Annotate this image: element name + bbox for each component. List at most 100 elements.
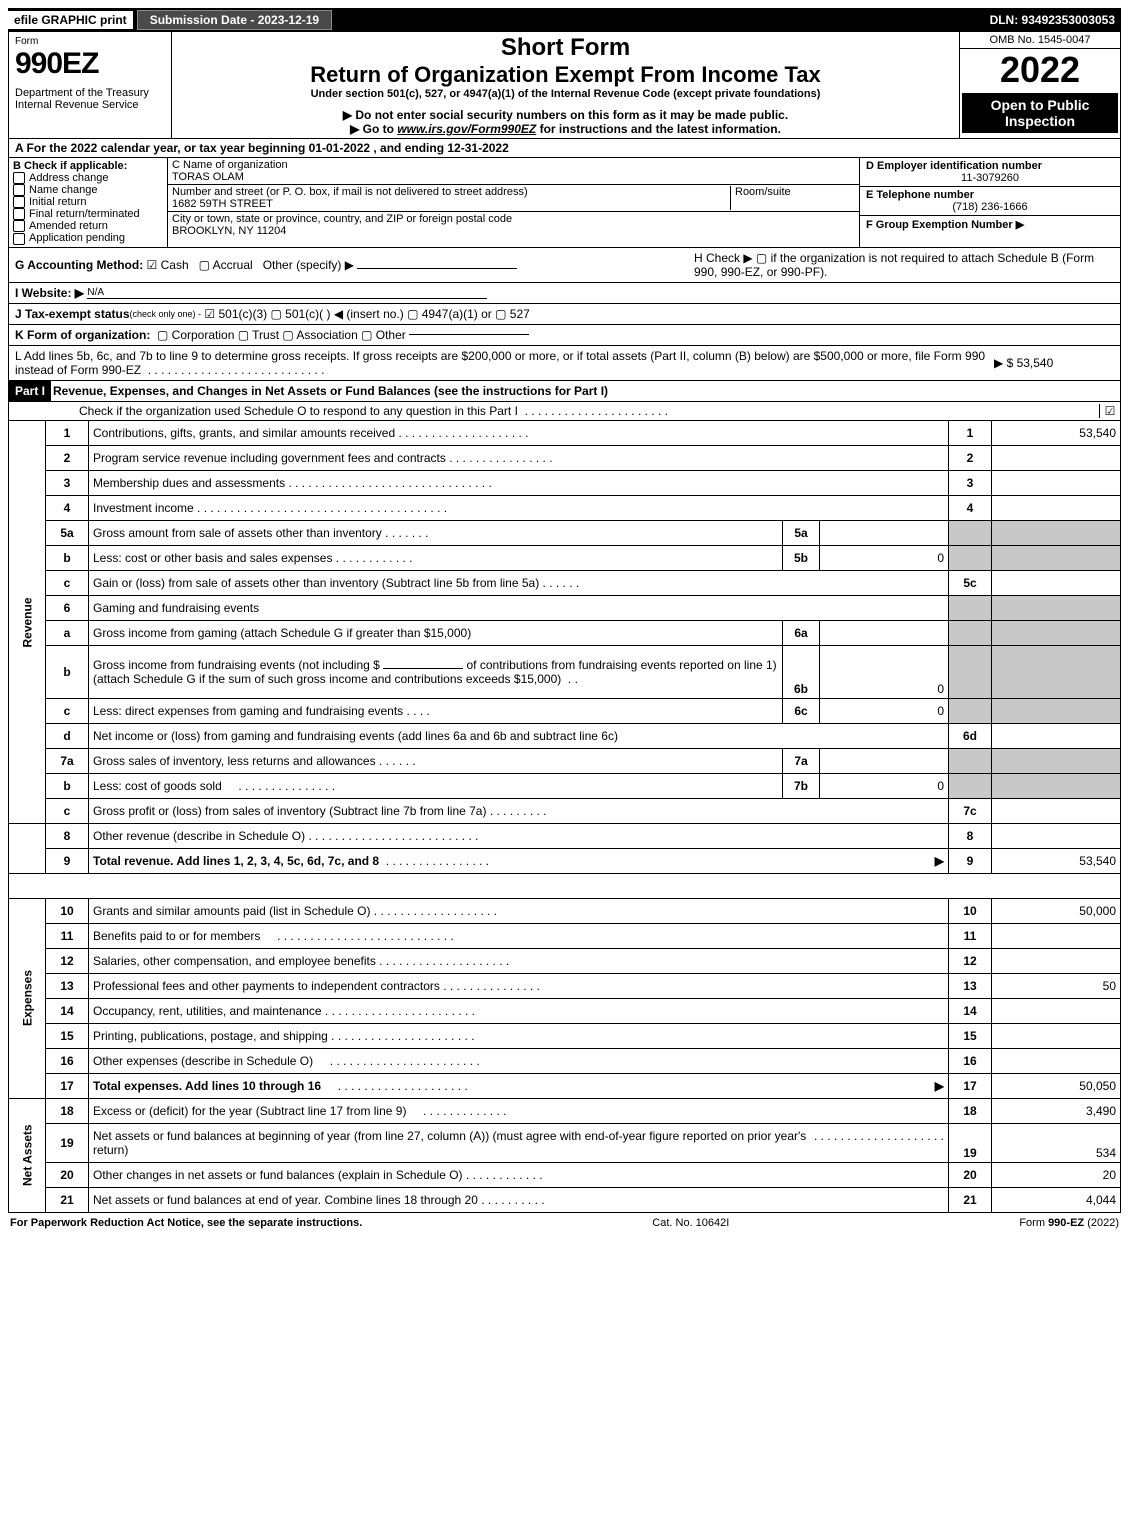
cb-address[interactable]: Address change	[13, 172, 163, 184]
amt-19: 534	[992, 1123, 1121, 1162]
lnr-6-grey	[949, 595, 992, 620]
h-text[interactable]: H Check ▶ ▢ if the organization is not r…	[694, 251, 1094, 279]
desc-11: Benefits paid to or for members	[93, 929, 260, 943]
box-c: C Name of organization TORAS OLAM Number…	[168, 158, 859, 247]
cb-amended[interactable]: Amended return	[13, 220, 163, 232]
lnr-16: 16	[949, 1048, 992, 1073]
cb-pending[interactable]: Application pending	[13, 232, 163, 244]
lnr-12: 12	[949, 948, 992, 973]
line-15: 15 Printing, publications, postage, and …	[9, 1023, 1121, 1048]
line-8: 8 Other revenue (describe in Schedule O)…	[9, 823, 1121, 848]
j-opts[interactable]: ☑ 501(c)(3) ▢ 501(c)( ) ◀ (insert no.) ▢…	[204, 307, 529, 321]
cb-final[interactable]: Final return/terminated	[13, 208, 163, 220]
g-other[interactable]: Other (specify) ▶	[263, 258, 354, 272]
under-section: Under section 501(c), 527, or 4947(a)(1)…	[178, 88, 953, 100]
line-9: 9 Total revenue. Add lines 1, 2, 3, 4, 5…	[9, 848, 1121, 873]
desc-2: Program service revenue including govern…	[93, 451, 446, 465]
subamt-6a	[820, 620, 949, 645]
ln-2: 2	[46, 445, 89, 470]
g-label: G Accounting Method:	[15, 258, 143, 272]
desc-7a: Gross sales of inventory, less returns a…	[93, 754, 376, 768]
ln-14: 14	[46, 998, 89, 1023]
desc-4: Investment income	[93, 501, 194, 515]
dln-label: DLN: 93492353003053	[990, 13, 1121, 27]
g-cash[interactable]: ☑ Cash	[147, 258, 189, 272]
desc-9: Total revenue. Add lines 1, 2, 3, 4, 5c,…	[93, 854, 379, 868]
amt-5c	[992, 570, 1121, 595]
line-6: 6 Gaming and fundraising events	[9, 595, 1121, 620]
ln-6c: c	[46, 698, 89, 723]
subamt-6c: 0	[820, 698, 949, 723]
ln-8: 8	[46, 823, 89, 848]
line-6b: b Gross income from fundraising events (…	[9, 645, 1121, 698]
amt-6d	[992, 723, 1121, 748]
ln-5c: c	[46, 570, 89, 595]
ln-7b: b	[46, 773, 89, 798]
amt-3	[992, 470, 1121, 495]
j-label: J Tax-exempt status	[15, 307, 130, 321]
line-16: 16 Other expenses (describe in Schedule …	[9, 1048, 1121, 1073]
amt-6c-grey	[992, 698, 1121, 723]
part1-checkbox[interactable]: ☑	[1099, 404, 1120, 418]
ln-19: 19	[46, 1123, 89, 1162]
amt-5a-grey	[992, 520, 1121, 545]
row-j: J Tax-exempt status (check only one) - ☑…	[8, 304, 1121, 325]
ln-9: 9	[46, 848, 89, 873]
ln-6: 6	[46, 595, 89, 620]
goto-line: ▶ Go to www.irs.gov/Form990EZ for instru…	[178, 122, 953, 136]
desc-6d: Net income or (loss) from gaming and fun…	[93, 729, 618, 743]
ln-4: 4	[46, 495, 89, 520]
sublnr-7b: 7b	[783, 773, 820, 798]
desc-19: Net assets or fund balances at beginning…	[93, 1129, 811, 1157]
amt-1: 53,540	[992, 421, 1121, 446]
line-4: 4 Investment income . . . . . . . . . . …	[9, 495, 1121, 520]
subamt-6b: 0	[820, 645, 949, 698]
ln-11: 11	[46, 923, 89, 948]
g-accrual[interactable]: ▢ Accrual	[199, 258, 253, 272]
h-box: H Check ▶ ▢ if the organization is not r…	[654, 251, 1114, 279]
lnr-8: 8	[949, 823, 992, 848]
amt-6a-grey	[992, 620, 1121, 645]
desc-5b: Less: cost or other basis and sales expe…	[93, 551, 332, 565]
k-opts[interactable]: ▢ Corporation ▢ Trust ▢ Association ▢ Ot…	[157, 328, 406, 342]
j-small: (check only one) -	[130, 309, 202, 319]
desc-3: Membership dues and assessments	[93, 476, 285, 490]
irs-link[interactable]: www.irs.gov/Form990EZ	[397, 122, 536, 136]
lnr-3: 3	[949, 470, 992, 495]
l-amount: ▶ $ 53,540	[994, 356, 1114, 370]
line-11: 11 Benefits paid to or for members . . .…	[9, 923, 1121, 948]
c-room-label: Room/suite	[730, 186, 855, 210]
return-title: Return of Organization Exempt From Incom…	[178, 62, 953, 88]
lnr-11: 11	[949, 923, 992, 948]
k-label: K Form of organization:	[15, 328, 150, 342]
footer-left: For Paperwork Reduction Act Notice, see …	[10, 1217, 362, 1229]
part1-title: Revenue, Expenses, and Changes in Net As…	[51, 382, 1120, 400]
spacer	[9, 873, 1121, 898]
lnr-6a-grey	[949, 620, 992, 645]
amt-14	[992, 998, 1121, 1023]
c-city-label: City or town, state or province, country…	[172, 213, 512, 225]
amt-18: 3,490	[992, 1098, 1121, 1123]
cb-initial[interactable]: Initial return	[13, 196, 163, 208]
amt-15	[992, 1023, 1121, 1048]
cb-name[interactable]: Name change	[13, 184, 163, 196]
efile-label[interactable]: efile GRAPHIC print	[8, 11, 133, 29]
amt-8	[992, 823, 1121, 848]
irs-label: Internal Revenue Service	[15, 99, 165, 111]
desc-12: Salaries, other compensation, and employ…	[93, 954, 376, 968]
ln-15: 15	[46, 1023, 89, 1048]
goto-pre: ▶ Go to	[350, 122, 397, 136]
c-org-name: TORAS OLAM	[172, 171, 855, 183]
lines-table: Revenue 1 Contributions, gifts, grants, …	[8, 421, 1121, 1213]
info-block: B Check if applicable: Address change Na…	[8, 158, 1121, 248]
desc-1: Contributions, gifts, grants, and simila…	[93, 426, 395, 440]
line-6c: c Less: direct expenses from gaming and …	[9, 698, 1121, 723]
subamt-5a	[820, 520, 949, 545]
e-phone-label: E Telephone number	[866, 189, 1114, 201]
sublnr-6c: 6c	[783, 698, 820, 723]
lnr-2: 2	[949, 445, 992, 470]
d-ein: 11-3079260	[866, 172, 1114, 184]
line-13: 13 Professional fees and other payments …	[9, 973, 1121, 998]
amt-7c	[992, 798, 1121, 823]
box-b: B Check if applicable: Address change Na…	[9, 158, 168, 247]
